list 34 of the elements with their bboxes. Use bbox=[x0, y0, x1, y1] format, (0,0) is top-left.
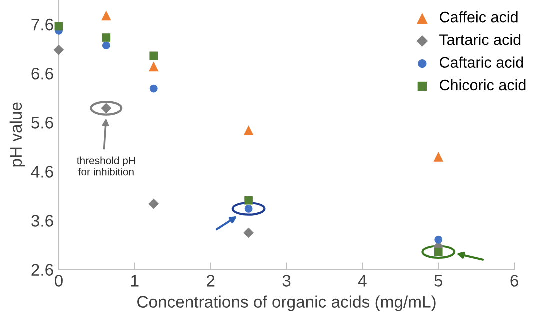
x-tick-label: 4 bbox=[358, 275, 367, 287]
y-tick-label: 2.6 bbox=[32, 264, 54, 276]
point bbox=[150, 52, 158, 60]
legend-label: Caftaric acid bbox=[440, 56, 524, 68]
point bbox=[54, 22, 64, 31]
point bbox=[150, 84, 158, 93]
legend-label: Tartaric acid bbox=[440, 34, 521, 46]
y-tick-label: 6.6 bbox=[32, 68, 54, 80]
legend-label: Caffeic acid bbox=[440, 12, 518, 23]
x-tick-label: 5 bbox=[434, 275, 443, 287]
x-tick-label: 0 bbox=[54, 275, 63, 287]
point bbox=[54, 44, 64, 56]
y-tick-label: 7.6 bbox=[32, 18, 54, 31]
legend-label: Chicoric acid bbox=[440, 79, 526, 91]
point bbox=[102, 34, 111, 42]
point bbox=[244, 196, 253, 205]
x-tick-label: 6 bbox=[510, 275, 518, 287]
point bbox=[148, 198, 160, 210]
x-tick-label: 2 bbox=[207, 275, 215, 287]
x-tick-label: 3 bbox=[282, 275, 291, 287]
point bbox=[434, 152, 444, 162]
point bbox=[244, 126, 254, 136]
y-tick-label: 5.6 bbox=[32, 117, 54, 129]
point bbox=[244, 228, 254, 238]
point bbox=[148, 62, 159, 72]
y-axis-title: pH value bbox=[10, 102, 26, 167]
point bbox=[102, 42, 110, 50]
point bbox=[102, 10, 112, 21]
annotation: threshold pH for inhibition bbox=[77, 156, 136, 176]
point bbox=[434, 236, 443, 244]
y-tick-label: 3.6 bbox=[32, 215, 54, 227]
x-tick-label: 1 bbox=[132, 275, 139, 287]
x-axis-title: Concentrations of organic acids (mg/mL) bbox=[138, 296, 436, 312]
y-tick-label: 4.6 bbox=[31, 166, 54, 178]
